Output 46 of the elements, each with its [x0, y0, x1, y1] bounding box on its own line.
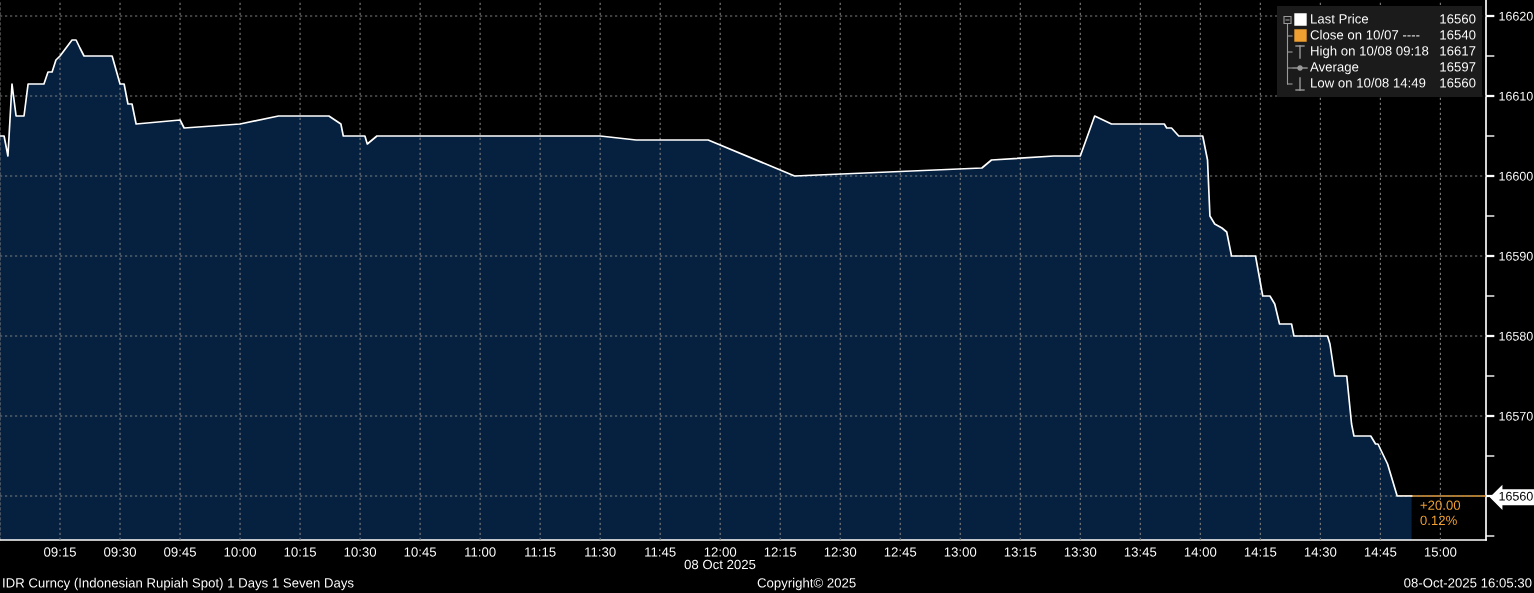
- x-tick-label: 13:00: [944, 547, 977, 557]
- annotation: 16560: [1440, 14, 1476, 24]
- annotation: 16597: [1440, 62, 1476, 72]
- y-tick-label: 16590: [1499, 251, 1533, 261]
- annotation: 16617: [1440, 46, 1476, 56]
- x-tick-label: 13:15: [1004, 547, 1037, 557]
- annotation: Last Price: [1311, 13, 1369, 24]
- x-tick-label: 09:45: [164, 547, 197, 557]
- y-tick-label: 16600: [1499, 171, 1533, 181]
- x-tick-label: 11:30: [585, 547, 616, 557]
- x-tick-label: 12:00: [704, 547, 737, 557]
- y-tick-label: 16560: [1499, 491, 1533, 501]
- text: Copyright© 2025: [757, 577, 856, 591]
- y-tick-label: 16610: [1499, 91, 1533, 101]
- x-tick-label: 12:15: [764, 547, 797, 557]
- x-tick-label: 10:00: [224, 547, 257, 557]
- x-tick-label: 13:30: [1064, 547, 1097, 557]
- x-tick-label: 12:45: [884, 547, 917, 557]
- y-tick-label: 16580: [1499, 331, 1533, 341]
- x-tick-label: 14:30: [1304, 547, 1337, 557]
- annotation: +20.00 0.12%: [1420, 500, 1461, 526]
- x-tick-label: 11:15: [525, 547, 556, 557]
- x-tick-label: 14:00: [1184, 547, 1217, 557]
- x-tick-label: 13:45: [1124, 547, 1157, 557]
- x-tick-label: 14:45: [1364, 547, 1397, 557]
- x-tick-label: 11:45: [645, 547, 676, 557]
- annotation: Close on 10/07 ----: [1310, 29, 1420, 40]
- x-tick-label: 14:15: [1244, 547, 1277, 557]
- x-tick-label: 10:45: [404, 547, 437, 557]
- annotation: Average: [1310, 62, 1359, 75]
- annotation: 16540: [1440, 30, 1476, 40]
- x-tick-label: 15:00: [1424, 547, 1457, 557]
- x-tick-label: 09:15: [44, 547, 76, 557]
- x-tick-label: 12:30: [824, 547, 857, 557]
- annotation: Low on 10/08 14:49: [1311, 77, 1426, 88]
- y-tick-label: 16620: [1499, 11, 1533, 21]
- x-tick-label: 10:30: [344, 547, 377, 557]
- x-tick-label: 11:00: [465, 547, 496, 557]
- text: IDR Curncy (Indonesian Rupiah Spot) 1 Days 1 Seven Days: [3, 577, 354, 591]
- x-tick-label: 10:15: [284, 547, 317, 557]
- annotation: 16560: [1440, 78, 1476, 88]
- x-tick-label: 09:30: [104, 547, 137, 557]
- x-axis-title: 08 Oct 2025: [684, 559, 756, 570]
- text: 08-Oct-2025 16:05:30: [1404, 578, 1532, 588]
- annotation: High on 10/08 09:18: [1311, 45, 1429, 59]
- y-tick-label: 16570: [1499, 411, 1533, 421]
